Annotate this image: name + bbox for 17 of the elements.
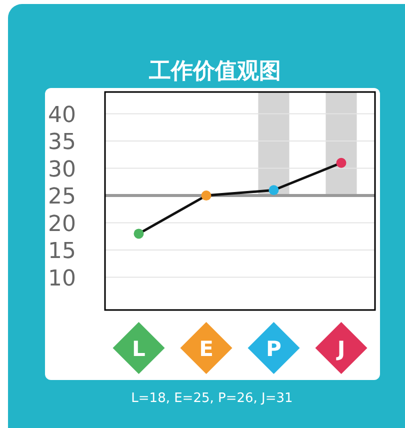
y-tick-label: 20 [48,212,76,237]
y-tick-label: 15 [48,239,76,264]
y-tick-label: 30 [48,157,76,182]
text: L=18, E=25, P=26, J=31 [131,391,293,406]
y-tick-label: 25 [48,184,76,210]
x-tick-label: E [199,337,214,361]
point [268,185,279,196]
y-tick-label: 35 [48,130,76,156]
x-tick-label: P [266,337,282,361]
y-tick-label: 40 [48,102,76,128]
point [336,158,346,168]
point [134,228,144,239]
point [201,190,212,201]
y-tick-label: 10 [48,266,76,292]
chart-title: 工作价值观图 [148,59,281,84]
x-tick-label: J [335,337,346,361]
x-tick-label: L [132,337,146,361]
